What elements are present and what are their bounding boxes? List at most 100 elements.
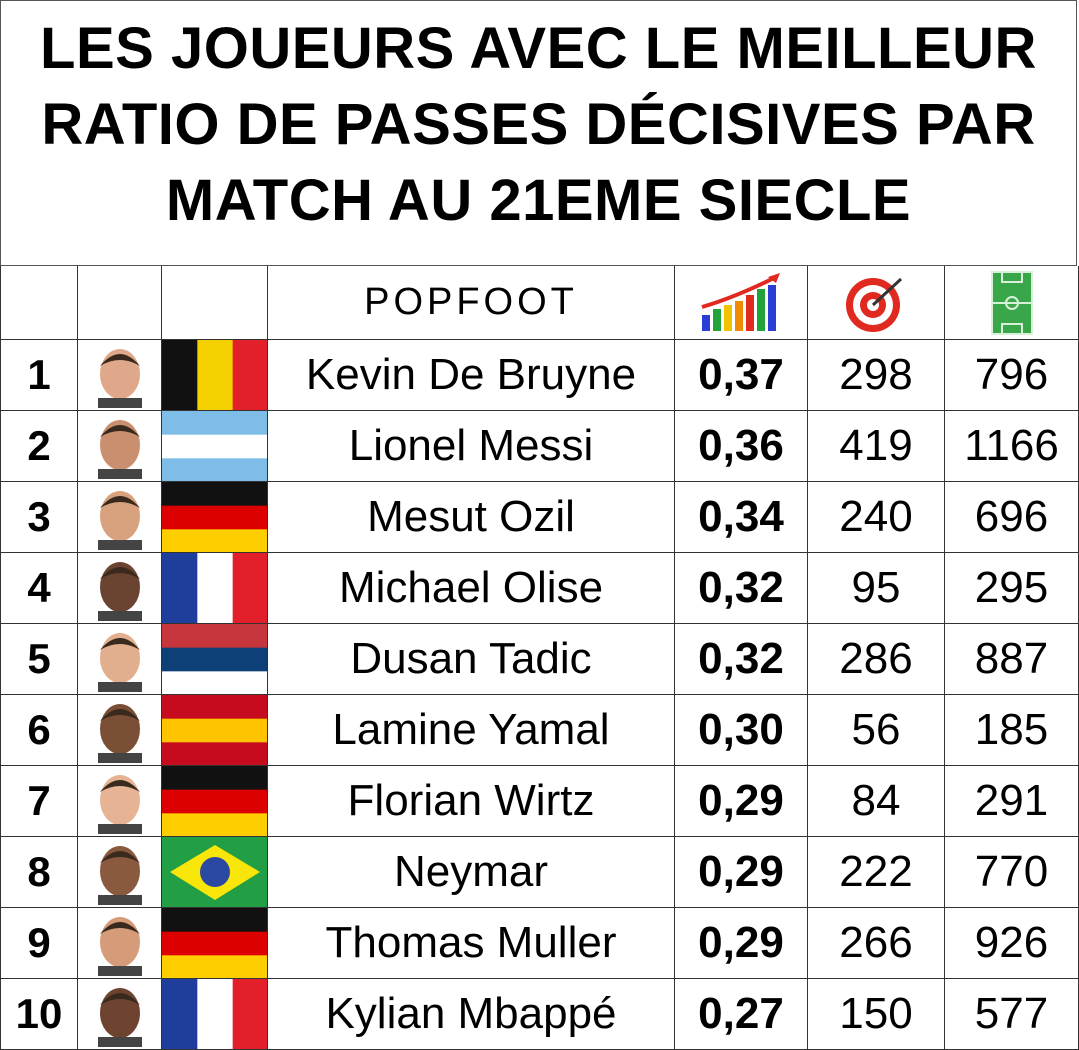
flag	[162, 979, 267, 1049]
player-photo	[97, 846, 142, 905]
rank: 8	[27, 848, 51, 895]
header-cell	[0, 266, 78, 340]
assist-ratio-cell: 0,29	[675, 766, 808, 837]
assist-ratio: 0,27	[698, 989, 784, 1038]
rank: 7	[27, 777, 51, 824]
player-photo	[97, 349, 142, 408]
player-name: Neymar	[393, 847, 549, 896]
matches: 696	[974, 492, 1049, 541]
photo-cell	[78, 695, 162, 766]
player-name-cell: Mesut Ozil	[268, 482, 675, 553]
photo-cell	[78, 553, 162, 624]
matches-cell: 696	[945, 482, 1079, 553]
matches-cell: 796	[945, 340, 1079, 411]
assist-ratio-cell: 0,32	[675, 624, 808, 695]
rank: 3	[27, 493, 51, 540]
player-name: Lionel Messi	[348, 421, 594, 470]
matches: 295	[974, 563, 1049, 612]
assist-ratio: 0,32	[698, 563, 784, 612]
flag-cell	[162, 695, 268, 766]
rank-cell: 7	[0, 766, 78, 837]
flag-cell	[162, 837, 268, 908]
matches: 1166	[964, 421, 1059, 470]
rank: 6	[27, 706, 51, 753]
assists: 150	[839, 989, 913, 1038]
player-name-cell: Kevin De Bruyne	[268, 340, 675, 411]
assist-ratio: 0,36	[698, 421, 784, 470]
matches: 577	[974, 989, 1049, 1038]
assist-ratio-cell: 0,30	[675, 695, 808, 766]
title-line: LES JOUEURS AVEC LE MEILLEUR	[40, 16, 1037, 81]
assists: 222	[839, 847, 913, 896]
rank-cell: 1	[0, 340, 78, 411]
assists-cell: 150	[808, 979, 945, 1050]
matches: 887	[974, 634, 1049, 683]
assists-cell: 95	[808, 553, 945, 624]
assists: 56	[851, 705, 901, 754]
player-name-cell: Michael Olise	[268, 553, 675, 624]
player-name: Thomas Muller	[325, 918, 617, 967]
rank: 5	[27, 635, 51, 682]
assist-ratio-cell: 0,29	[675, 908, 808, 979]
player-name-cell: Neymar	[268, 837, 675, 908]
player-photo	[97, 420, 142, 479]
rank: 1	[27, 351, 51, 398]
title-line: RATIO DE PASSES DÉCISIVES PAR	[41, 92, 1036, 157]
flag	[162, 624, 267, 694]
flag	[162, 340, 267, 410]
table: POPFOOT 1 Kevin De Bruyne 0,37 298 796 2 Lionel…	[0, 266, 1079, 1050]
flag	[162, 695, 267, 765]
player-name: Mesut Ozil	[367, 492, 575, 541]
rank-cell: 2	[0, 411, 78, 482]
matches-cell: 887	[945, 624, 1079, 695]
flag-cell	[162, 482, 268, 553]
matches-cell: 926	[945, 908, 1079, 979]
header-cell	[78, 266, 162, 340]
assist-ratio: 0,32	[698, 634, 784, 683]
photo-cell	[78, 837, 162, 908]
flag-cell	[162, 340, 268, 411]
rank: 2	[27, 422, 51, 469]
player-name: Dusan Tadic	[350, 634, 592, 683]
flag	[162, 411, 267, 481]
assists-cell: 286	[808, 624, 945, 695]
pitch-icon	[990, 270, 1033, 335]
player-name-cell: Dusan Tadic	[268, 624, 675, 695]
assist-ratio: 0,30	[698, 705, 784, 754]
assists-cell: 84	[808, 766, 945, 837]
assists: 240	[839, 492, 913, 541]
flag	[162, 837, 267, 907]
assists: 419	[839, 421, 913, 470]
player-photo	[97, 988, 142, 1047]
assists-cell: 240	[808, 482, 945, 553]
title-line: MATCH AU 21EME SIECLE	[165, 168, 912, 233]
rank-cell: 9	[0, 908, 78, 979]
flag	[162, 482, 267, 552]
assist-ratio-cell: 0,34	[675, 482, 808, 553]
assist-icon	[846, 277, 903, 332]
photo-cell	[78, 340, 162, 411]
matches-cell: 295	[945, 553, 1079, 624]
assist-ratio-cell: 0,37	[675, 340, 808, 411]
assist-ratio: 0,34	[698, 492, 784, 541]
header-cell: POPFOOT	[268, 266, 675, 340]
brand-logo: POPFOOT	[364, 281, 578, 323]
assists-cell: 419	[808, 411, 945, 482]
player-photo	[97, 704, 142, 763]
assists-cell: 222	[808, 837, 945, 908]
rank-cell: 6	[0, 695, 78, 766]
assist-ratio: 0,29	[698, 776, 784, 825]
matches-cell: 185	[945, 695, 1079, 766]
matches: 770	[974, 847, 1049, 896]
player-name-cell: Lamine Yamal	[268, 695, 675, 766]
flag-cell	[162, 908, 268, 979]
header-cell	[162, 266, 268, 340]
assist-ratio-cell: 0,32	[675, 553, 808, 624]
assist-ratio-cell: 0,29	[675, 837, 808, 908]
assists: 286	[839, 634, 913, 683]
player-name-cell: Kylian Mbappé	[268, 979, 675, 1050]
player-name: Kylian Mbappé	[325, 989, 617, 1038]
player-photo	[97, 491, 142, 550]
